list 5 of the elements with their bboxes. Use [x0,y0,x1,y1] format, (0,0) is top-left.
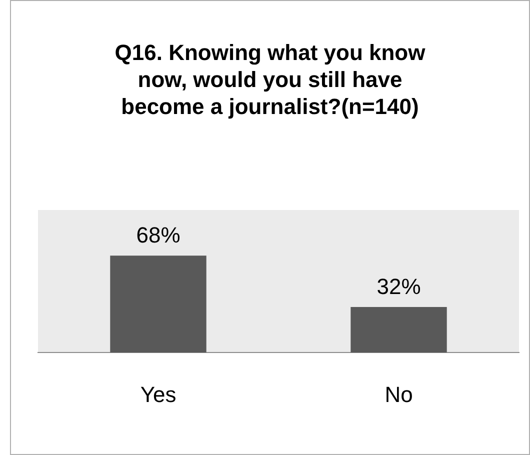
chart-title: Q16. Knowing what you know now, would you still have become a journalist?(n=140) [114,39,426,120]
x-tick-label: Yes [140,382,176,407]
data-label: 32% [376,274,421,300]
data-label: 68% [136,222,180,248]
x-tick-label: No [384,382,413,407]
